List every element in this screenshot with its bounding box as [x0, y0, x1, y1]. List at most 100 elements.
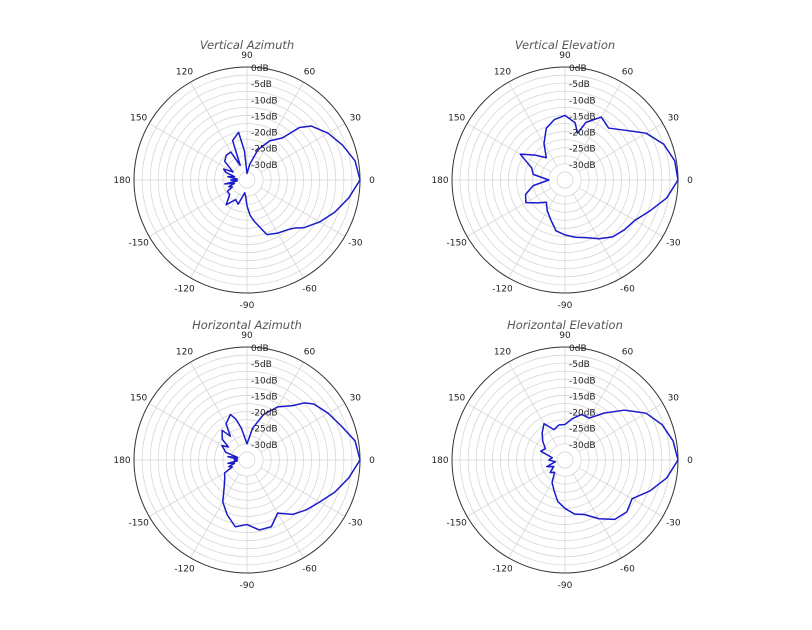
- grid-spoke: [148, 403, 234, 453]
- angle-tick-label: 90: [241, 51, 253, 61]
- chart-title: Vertical Azimuth: [200, 38, 294, 52]
- radial-tick-label: -5dB: [569, 80, 590, 90]
- angle-tick-label: -30: [666, 519, 681, 529]
- angle-tick-label: 180: [113, 176, 130, 186]
- radial-tick-label: -25dB: [251, 145, 278, 155]
- radial-tick-label: 0dB: [251, 64, 269, 74]
- grid-spoke: [508, 193, 558, 279]
- radial-tick-label: -5dB: [569, 360, 590, 370]
- grid-spoke: [578, 123, 664, 173]
- grid-spoke: [572, 361, 622, 447]
- radial-tick-label: -25dB: [569, 145, 596, 155]
- grid-spoke: [254, 361, 304, 447]
- angle-tick-label: 30: [350, 394, 362, 404]
- angle-tick-label: 150: [448, 394, 465, 404]
- radial-tick-label: -20dB: [569, 129, 596, 139]
- polar-chart-vertical-elevation: Vertical Elevation 90 60 30 0 -30 -60 -90 -120 -…: [431, 38, 693, 311]
- radial-tick-label: 0dB: [569, 344, 587, 354]
- grid-spoke: [466, 187, 552, 237]
- angle-tick-label: 0: [369, 456, 375, 466]
- angle-tick-label: -90: [558, 301, 573, 311]
- angle-tick-label: -60: [302, 284, 317, 294]
- angle-tick-label: -60: [620, 564, 635, 574]
- angle-tick-label: -30: [348, 239, 363, 249]
- grid-spoke: [572, 81, 622, 167]
- radial-tick-label: -20dB: [569, 409, 596, 419]
- angle-tick-label: 120: [176, 348, 193, 358]
- grid-ring: [238, 451, 256, 469]
- grid-spoke: [260, 467, 346, 517]
- angle-tick-label: 150: [130, 114, 147, 124]
- radial-tick-label: -10dB: [251, 96, 278, 106]
- grid-spoke: [254, 473, 304, 559]
- angle-tick-label: -90: [558, 581, 573, 591]
- grid-spoke: [578, 467, 664, 517]
- radial-tick-label: -10dB: [251, 376, 278, 386]
- angle-tick-label: -90: [240, 301, 255, 311]
- radial-tick-label: 0dB: [569, 64, 587, 74]
- grid-spoke: [572, 473, 622, 559]
- angle-tick-label: 120: [494, 68, 511, 78]
- angle-tick-label: 0: [369, 176, 375, 186]
- polar-chart-horizontal-azimuth: Horizontal Azimuth 90 60 30 0 -30 -60 -90 -120 -…: [113, 318, 375, 591]
- angle-tick-label: 30: [350, 114, 362, 124]
- angle-tick-label: 180: [431, 456, 448, 466]
- angle-tick-label: -30: [348, 519, 363, 529]
- angle-tick-label: -120: [492, 564, 513, 574]
- angle-tick-label: -30: [666, 239, 681, 249]
- angle-tick-label: 150: [130, 394, 147, 404]
- radial-tick-label: -10dB: [569, 376, 596, 386]
- grid-spoke: [190, 361, 240, 447]
- radial-tick-label: 0dB: [251, 344, 269, 354]
- angle-tick-label: 30: [668, 394, 680, 404]
- radial-tick-label: -30dB: [251, 161, 278, 171]
- grid-ring: [556, 171, 574, 189]
- angle-tick-label: 120: [176, 68, 193, 78]
- grid-spoke: [148, 187, 234, 237]
- radial-tick-label: -15dB: [251, 392, 278, 402]
- angle-tick-label: 0: [687, 456, 693, 466]
- angle-tick-label: 120: [494, 348, 511, 358]
- grid-spoke: [578, 187, 664, 237]
- grid-ring: [238, 171, 256, 189]
- grid-ring: [556, 451, 574, 469]
- radial-tick-label: -30dB: [569, 161, 596, 171]
- angle-tick-label: 60: [622, 348, 634, 358]
- radial-tick-label: -15dB: [569, 392, 596, 402]
- angle-tick-label: -60: [302, 564, 317, 574]
- chart-title: Horizontal Azimuth: [192, 318, 302, 332]
- grid-spoke: [508, 473, 558, 559]
- angle-tick-label: -120: [492, 284, 513, 294]
- angle-tick-label: 90: [559, 331, 571, 341]
- radial-tick-label: -25dB: [251, 425, 278, 435]
- grid-spoke: [254, 193, 304, 279]
- radial-tick-label: -5dB: [251, 80, 272, 90]
- angle-tick-label: -60: [620, 284, 635, 294]
- polar-chart-vertical-azimuth: Vertical Azimuth 90 60 30 0 -30 -60 -90 -120 -15…: [113, 38, 375, 311]
- grid-spoke: [148, 467, 234, 517]
- grid-spoke: [260, 403, 346, 453]
- radial-tick-label: -20dB: [251, 409, 278, 419]
- angle-tick-label: 90: [559, 51, 571, 61]
- radial-tick-label: -10dB: [569, 96, 596, 106]
- angle-tick-label: 60: [304, 348, 316, 358]
- angle-tick-label: 60: [304, 68, 316, 78]
- pattern-series-line: [222, 125, 361, 236]
- angle-tick-label: 60: [622, 68, 634, 78]
- angle-tick-label: -150: [446, 519, 467, 529]
- grid-spoke: [190, 193, 240, 279]
- angle-tick-label: -120: [174, 564, 195, 574]
- grid-spoke: [508, 361, 558, 447]
- angle-tick-label: 30: [668, 114, 680, 124]
- polar-chart-horizontal-elevation: Horizontal Elevation 90 60 30 0 -30 -60 -90 -12…: [431, 318, 693, 591]
- grid-spoke: [260, 123, 346, 173]
- grid-spoke: [260, 187, 346, 237]
- grid-spoke: [466, 403, 552, 453]
- pattern-series-line: [519, 114, 679, 240]
- angle-tick-label: -150: [446, 239, 467, 249]
- grid-spoke: [508, 81, 558, 167]
- grid-spoke: [466, 123, 552, 173]
- angle-tick-label: 180: [431, 176, 448, 186]
- angle-tick-label: -150: [128, 519, 149, 529]
